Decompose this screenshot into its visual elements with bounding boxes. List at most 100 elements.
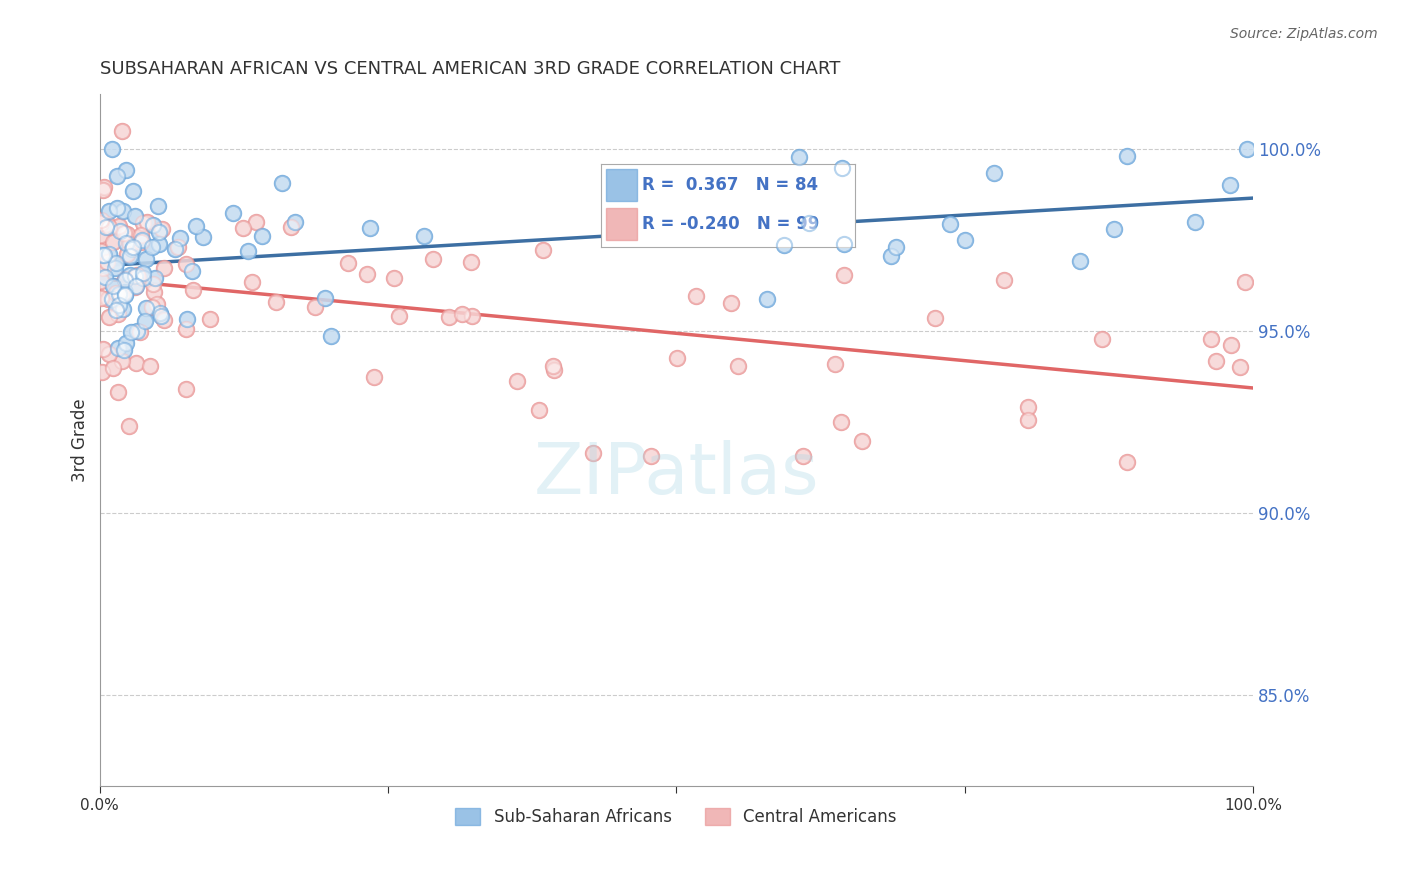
Point — [121, 242, 143, 256]
Point — [143, 285, 166, 300]
Point — [141, 239, 163, 253]
Point — [105, 201, 128, 215]
Point — [529, 403, 551, 417]
Point — [529, 403, 551, 417]
Point — [110, 288, 132, 302]
Point — [531, 243, 554, 257]
Point — [541, 359, 564, 373]
Point — [356, 268, 378, 282]
Point — [91, 183, 114, 197]
Point — [112, 204, 135, 219]
Point — [1220, 338, 1243, 352]
Point — [1116, 455, 1139, 469]
Point — [232, 220, 254, 235]
Point — [1219, 178, 1241, 193]
Point — [101, 279, 124, 293]
Point — [97, 247, 120, 261]
Point — [1184, 215, 1206, 229]
Point — [90, 244, 112, 258]
Point — [834, 237, 856, 252]
Point — [104, 256, 127, 270]
Point — [232, 220, 254, 235]
Point — [107, 307, 129, 321]
Point — [787, 150, 810, 164]
Point — [176, 311, 198, 326]
Point — [132, 266, 155, 280]
Point — [152, 313, 174, 327]
Point — [100, 292, 122, 306]
Point — [111, 354, 134, 368]
Point — [93, 260, 115, 275]
Point — [851, 434, 873, 449]
Point — [111, 302, 134, 317]
Point — [127, 269, 149, 284]
Point — [1116, 455, 1139, 469]
Point — [1219, 178, 1241, 193]
Point — [388, 309, 411, 323]
Point — [98, 310, 121, 325]
Point — [174, 382, 197, 396]
Point — [118, 236, 141, 251]
Point — [832, 268, 855, 282]
Point — [115, 247, 138, 261]
Point — [94, 219, 117, 234]
Point — [108, 286, 131, 301]
Point — [413, 228, 436, 243]
Point — [356, 268, 378, 282]
Point — [531, 243, 554, 257]
Point — [184, 219, 207, 233]
Point — [131, 233, 153, 247]
Point — [222, 206, 245, 220]
Point — [382, 271, 405, 285]
Point — [105, 169, 128, 184]
Text: ZIPatlas: ZIPatlas — [533, 440, 820, 509]
Point — [97, 293, 120, 307]
Point — [105, 169, 128, 184]
Point — [125, 278, 148, 293]
Point — [152, 313, 174, 327]
Point — [148, 198, 170, 212]
Point — [90, 228, 112, 243]
Point — [720, 296, 742, 310]
Point — [640, 449, 662, 463]
Point — [122, 184, 145, 198]
Point — [505, 374, 527, 388]
Point — [924, 311, 946, 326]
Point — [953, 233, 976, 247]
Point — [321, 328, 343, 343]
Point — [115, 163, 138, 178]
Point — [98, 310, 121, 325]
Point — [437, 310, 460, 325]
Point — [359, 220, 381, 235]
Point — [94, 219, 117, 234]
Point — [114, 235, 136, 250]
Point — [101, 235, 124, 249]
Point — [773, 238, 796, 252]
Point — [145, 297, 167, 311]
Point — [336, 256, 359, 270]
Point — [321, 328, 343, 343]
Point — [1017, 400, 1039, 414]
Point — [129, 325, 152, 339]
Point — [127, 268, 149, 282]
Point — [131, 233, 153, 247]
Point — [96, 217, 118, 231]
Point — [953, 233, 976, 247]
Point — [191, 229, 214, 244]
Point — [824, 357, 846, 371]
Point — [121, 240, 143, 254]
Point — [1236, 142, 1258, 156]
Point — [121, 242, 143, 256]
Point — [105, 303, 128, 318]
Point — [250, 229, 273, 244]
Point — [541, 359, 564, 373]
Point — [163, 242, 186, 256]
Point — [149, 306, 172, 320]
Point — [129, 325, 152, 339]
Point — [363, 370, 385, 384]
Point — [98, 220, 121, 235]
Point — [114, 273, 136, 287]
Point — [543, 363, 565, 377]
Point — [166, 240, 188, 254]
Point — [148, 225, 170, 239]
